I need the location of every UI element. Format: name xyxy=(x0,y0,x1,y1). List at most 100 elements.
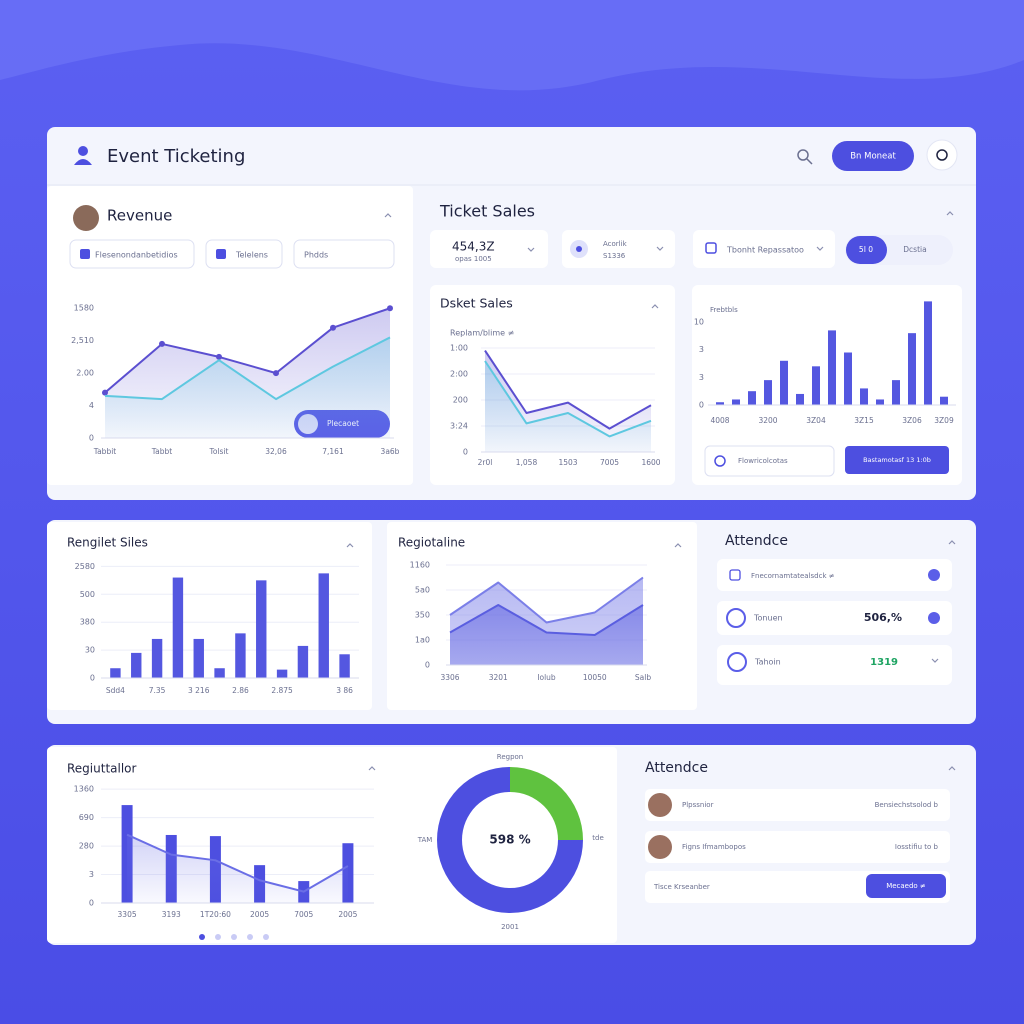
header-button-label: Bn Moneat xyxy=(850,152,896,162)
line xyxy=(126,833,349,893)
x-tick-label: 3Z09 xyxy=(934,416,954,425)
user-icon-head xyxy=(78,146,88,156)
x-tick-label: Tabbit xyxy=(93,447,117,456)
select-sub: opas 1005 xyxy=(455,255,492,263)
avatar xyxy=(73,205,99,231)
chart-subtitle: Replam/blime ≠ xyxy=(450,329,514,338)
row-detail: Bensiechstsolod b xyxy=(875,801,939,809)
bar xyxy=(828,330,836,405)
x-tick-label: Iolub xyxy=(537,673,556,682)
chevron xyxy=(368,766,376,771)
select-value: Tbonht Repassatoo xyxy=(726,246,804,255)
select-icon-dot xyxy=(576,246,582,252)
panel xyxy=(47,522,372,710)
bar xyxy=(892,380,900,405)
x-tick-label: 3Z15 xyxy=(854,416,874,425)
bar xyxy=(764,380,772,405)
avatar xyxy=(648,835,672,859)
filter-chip[interactable] xyxy=(205,239,283,269)
x-tick-label: 2.86 xyxy=(232,686,249,695)
line xyxy=(104,336,391,401)
y-tick-label: 200 xyxy=(453,396,468,405)
avatar xyxy=(648,793,672,817)
list-row[interactable] xyxy=(717,559,952,591)
list-row[interactable] xyxy=(645,831,950,863)
area-fill xyxy=(105,337,390,438)
pagination-dot xyxy=(263,934,269,940)
area-fill xyxy=(127,834,348,903)
y-tick-label: 1a0 xyxy=(415,636,430,645)
y-tick-label: 3 xyxy=(699,373,704,382)
donut-center-label: 598 % xyxy=(489,833,530,847)
y-tick-label: 3:24 xyxy=(450,422,468,431)
bar xyxy=(732,399,740,405)
bar xyxy=(151,638,163,678)
donut-annotation: 2001 xyxy=(501,923,519,931)
filter-chip[interactable] xyxy=(69,239,195,269)
x-tick-label: 3Z06 xyxy=(902,416,922,425)
point xyxy=(102,389,108,396)
row-label: Tahoin xyxy=(754,658,781,667)
x-tick-label: 3193 xyxy=(162,910,181,919)
button[interactable] xyxy=(704,445,835,477)
y-tick-label: 380 xyxy=(80,618,95,627)
row-label: Tonuen xyxy=(753,614,783,623)
bar xyxy=(908,333,916,405)
chevron xyxy=(346,543,354,548)
x-tick-label: 3 216 xyxy=(188,686,210,695)
row-icon xyxy=(729,569,741,581)
y-tick-label: 280 xyxy=(79,842,94,851)
x-tick-label: 10050 xyxy=(583,673,607,682)
y-tick-label: 500 xyxy=(80,590,95,599)
chevron xyxy=(931,658,939,663)
bar xyxy=(860,388,868,405)
chevron xyxy=(816,246,824,251)
point xyxy=(387,305,393,312)
chip-icon xyxy=(80,249,90,259)
search-icon-handle xyxy=(806,158,813,165)
select[interactable] xyxy=(562,230,675,268)
y-tick-label: 0 xyxy=(90,674,95,683)
x-tick-label: 7005 xyxy=(294,910,313,919)
chart-title: Frebtbls xyxy=(710,306,738,314)
point xyxy=(273,370,279,377)
chip-icon xyxy=(216,249,226,259)
donut-segment xyxy=(437,767,583,913)
bar xyxy=(940,396,948,405)
select[interactable] xyxy=(693,230,835,268)
row-ring xyxy=(727,652,747,672)
y-tick-label: 1360 xyxy=(74,785,94,794)
header-button[interactable] xyxy=(832,141,914,171)
x-tick-label: Salb xyxy=(635,673,651,682)
select[interactable] xyxy=(430,230,548,268)
list-row[interactable] xyxy=(645,789,950,821)
bar xyxy=(214,668,225,678)
y-tick-label: 1160 xyxy=(410,561,430,570)
x-tick-label: 7.35 xyxy=(149,686,166,695)
pagination-dot xyxy=(215,934,221,940)
button-label: Mecaedo ≠ xyxy=(886,882,926,890)
y-tick-label: 0 xyxy=(463,448,468,457)
line xyxy=(484,360,652,438)
bar xyxy=(844,352,852,405)
filter-chip[interactable] xyxy=(293,239,395,269)
panel-title: Attendce xyxy=(645,760,708,776)
list-row[interactable] xyxy=(717,601,952,635)
donut-annotation: Regpon xyxy=(497,753,523,761)
panel-title: Revenue xyxy=(107,207,172,225)
x-tick-label: 3201 xyxy=(489,673,508,682)
panel-title: Ticket Sales xyxy=(439,202,535,221)
x-tick-label: 2.875 xyxy=(271,686,293,695)
list-row[interactable] xyxy=(717,645,952,685)
button[interactable] xyxy=(845,446,949,474)
button[interactable] xyxy=(866,874,946,898)
bar xyxy=(172,577,184,678)
chart-title: Regiotaline xyxy=(398,536,465,550)
button-label: Bastamotasf 13 1:0b xyxy=(863,456,931,464)
row-value: 1319 xyxy=(870,657,898,668)
x-tick-label: 3306 xyxy=(440,673,459,682)
toggle-active[interactable] xyxy=(846,236,887,264)
area-fill xyxy=(485,361,651,452)
filter-label: Flesenondanbetidios xyxy=(95,251,178,260)
